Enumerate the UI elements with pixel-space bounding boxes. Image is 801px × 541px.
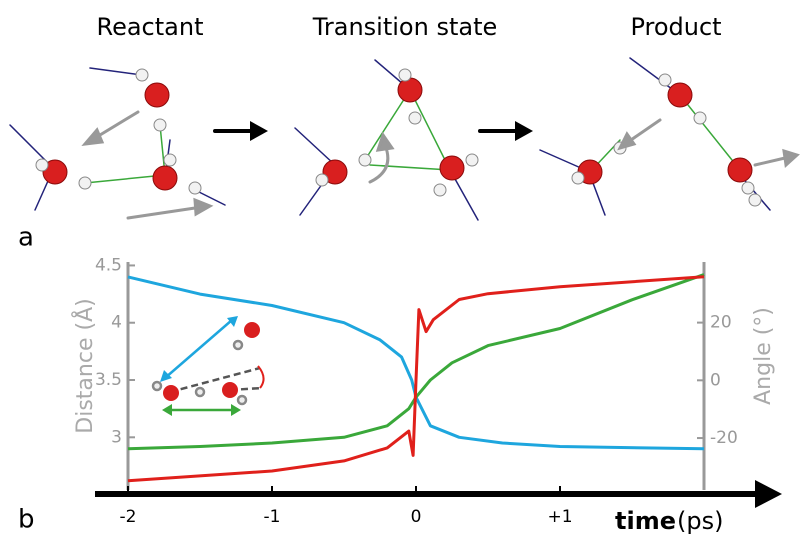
y-tick-label: 4.5 (95, 255, 122, 275)
x-tick-label: 0 (411, 507, 422, 527)
x-tick-label: +1 (547, 507, 572, 527)
y2-tick-label: -20 (710, 428, 738, 448)
y2-tick-label: 20 (710, 313, 732, 333)
y2-tick-label: 0 (710, 370, 721, 390)
panel-label: b (18, 505, 35, 535)
y2-axis-label: Angle (°) (751, 307, 776, 405)
chart: 3 3.5 4 4.5 -20 0 20 Distance (Å) Angle (°) -2 -1 0… (71, 255, 782, 535)
stage-label: Product (630, 13, 721, 41)
y-axis-label: Distance (Å) (71, 298, 98, 433)
y-tick-label: 4 (111, 313, 122, 333)
stage-label: Reactant (96, 13, 203, 41)
y-tick-label: 3.5 (95, 370, 122, 390)
y-tick-label: 3 (111, 427, 122, 447)
series-line (127, 275, 705, 483)
x-axis-arrow (755, 480, 782, 508)
x-tick-label: -1 (264, 507, 281, 527)
inset (151, 316, 265, 416)
x-axis-label: time (615, 507, 676, 535)
panel-label: a (18, 223, 34, 253)
series-line (127, 275, 705, 451)
stage-label: Transition state (312, 13, 498, 41)
molecules (9, 57, 800, 221)
x-axis-unit: (ps) (677, 507, 723, 535)
x-tick-label: -2 (120, 507, 137, 527)
